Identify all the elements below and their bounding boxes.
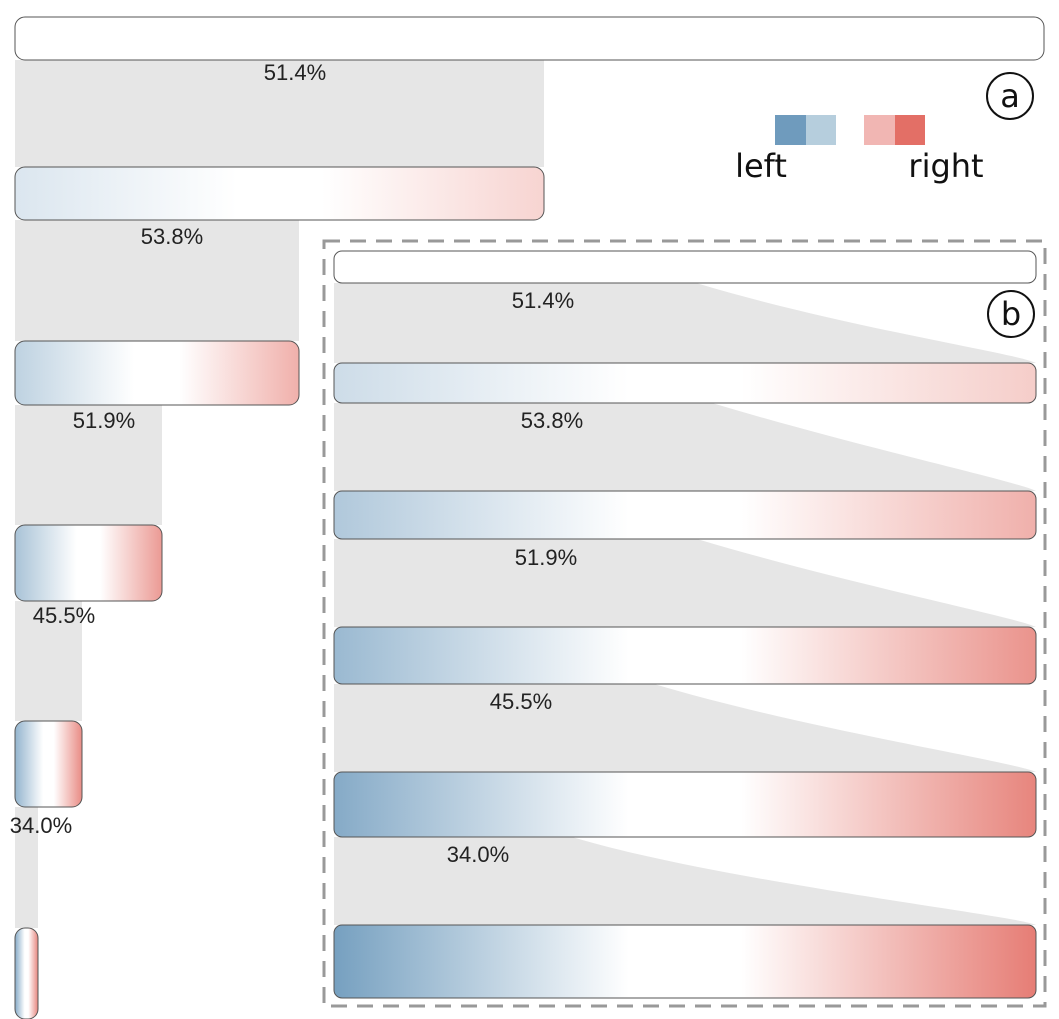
bar-a-5 bbox=[14, 927, 39, 1019]
flow-band-a-0 bbox=[15, 60, 544, 167]
percent-label-a-3: 45.5% bbox=[33, 603, 95, 628]
percent-label-b-1: 53.8% bbox=[521, 408, 583, 433]
panel-b-bars bbox=[333, 250, 1037, 999]
panel-a-circle bbox=[986, 72, 1034, 120]
panel-b-letter: b bbox=[1001, 295, 1021, 333]
panel-b-circle bbox=[987, 290, 1035, 338]
bar-b-5 bbox=[333, 924, 1037, 999]
percent-label-a-4: 34.0% bbox=[10, 813, 72, 838]
panel-b-flows bbox=[334, 283, 1036, 925]
panel-a-bars bbox=[14, 16, 1045, 1019]
panel-a-letter: a bbox=[1000, 77, 1020, 115]
legend: left right bbox=[735, 115, 984, 185]
legend-right-label: right bbox=[908, 147, 983, 185]
bar-a-2 bbox=[14, 340, 300, 406]
bar-a-4 bbox=[14, 720, 83, 808]
panel-b-marker: b bbox=[987, 290, 1035, 338]
panel-a-marker: a bbox=[986, 72, 1034, 120]
bar-a-0 bbox=[14, 16, 1045, 61]
percent-label-b-3: 45.5% bbox=[490, 689, 552, 714]
bar-b-4 bbox=[333, 771, 1037, 838]
percent-label-a-2: 51.9% bbox=[73, 408, 135, 433]
percent-label-b-4: 34.0% bbox=[447, 842, 509, 867]
bar-b-1 bbox=[333, 362, 1037, 404]
flow-band-b-2 bbox=[334, 539, 1036, 627]
legend-swatch-right-light bbox=[864, 115, 895, 145]
flow-band-b-0 bbox=[334, 283, 1036, 363]
flow-band-b-4 bbox=[334, 837, 1036, 925]
bar-b-0 bbox=[333, 250, 1037, 284]
bar-b-2 bbox=[333, 490, 1037, 540]
percent-label-b-0: 51.4% bbox=[512, 288, 574, 313]
percent-label-a-0: 51.4% bbox=[264, 60, 326, 85]
flow-band-b-1 bbox=[334, 403, 1036, 491]
flow-band-a-1 bbox=[15, 220, 299, 341]
bar-a-1 bbox=[14, 166, 545, 221]
panel-b-labels: 51.4% 53.8% 51.9% 45.5% 34.0% bbox=[447, 288, 583, 867]
panel-a-flows bbox=[15, 60, 544, 928]
legend-swatch-right-dark bbox=[895, 115, 925, 145]
legend-swatch-left-light bbox=[806, 115, 836, 145]
legend-left-label: left bbox=[735, 147, 787, 185]
bar-b-3 bbox=[333, 626, 1037, 685]
bar-a-3 bbox=[14, 524, 163, 602]
percent-label-b-2: 51.9% bbox=[515, 545, 577, 570]
percent-label-a-1: 53.8% bbox=[141, 224, 203, 249]
panel-a-labels: 51.4% 53.8% 51.9% 45.5% 34.0% bbox=[10, 60, 326, 838]
flow-band-a-3 bbox=[15, 601, 82, 721]
legend-swatch-left-dark bbox=[775, 115, 806, 145]
flow-band-a-2 bbox=[15, 405, 162, 525]
flow-band-b-3 bbox=[334, 684, 1036, 772]
flow-band-a-4 bbox=[15, 807, 38, 928]
